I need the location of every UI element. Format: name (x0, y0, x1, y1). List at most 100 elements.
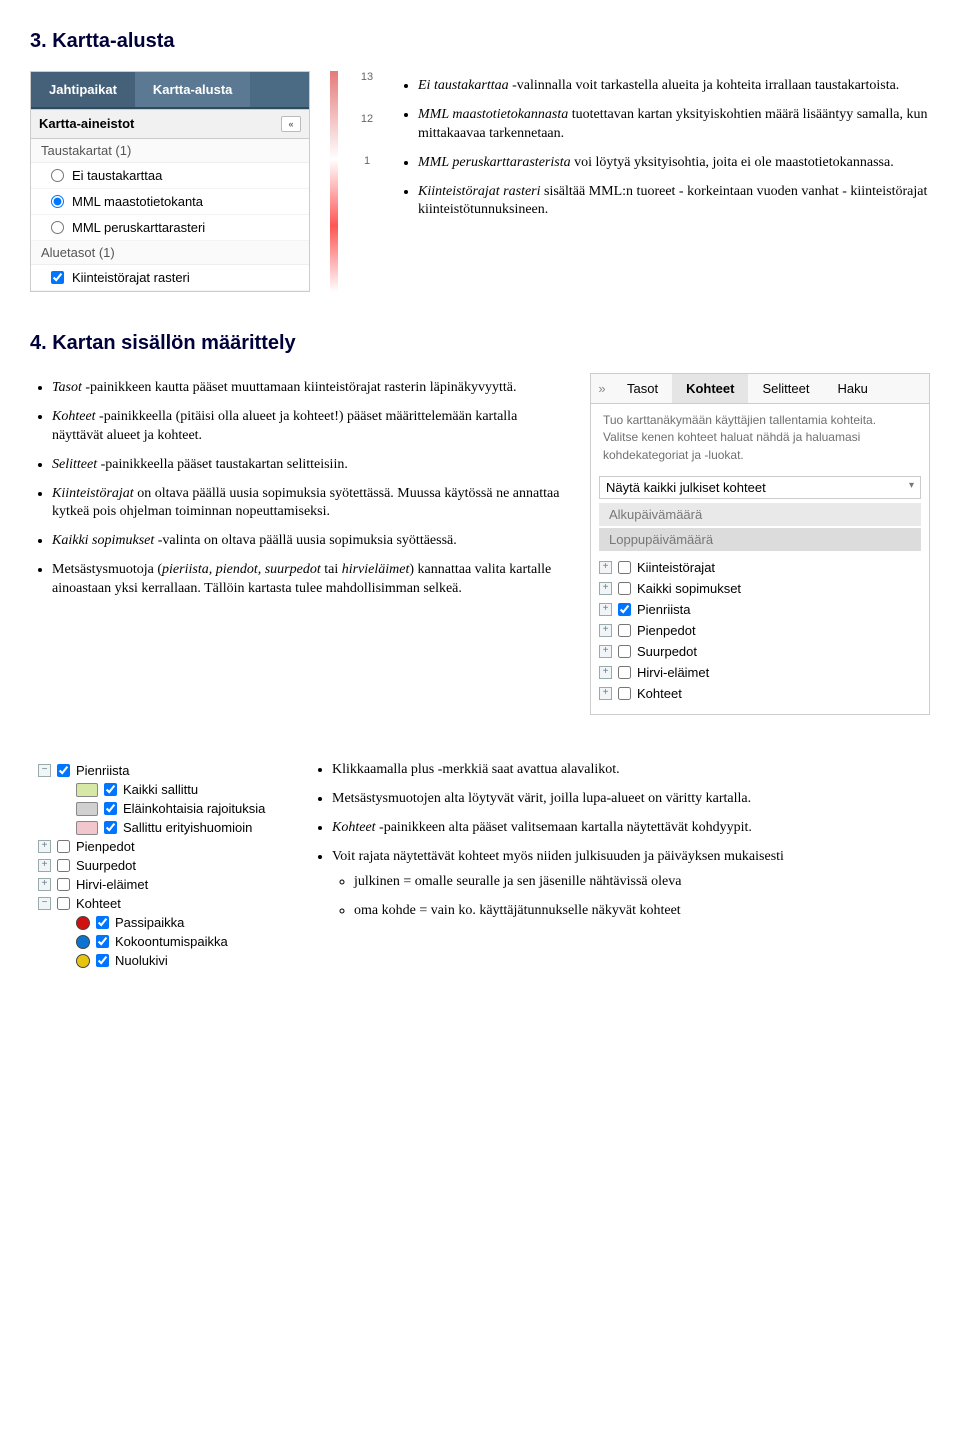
check-label: Kiinteistörajat rasteri (72, 270, 190, 285)
map-fragment-num: 13 (361, 71, 373, 83)
help-text: Tuo karttanäkymään käyttäjien tallentami… (591, 404, 929, 472)
color-dot (76, 935, 90, 949)
tree-checkbox[interactable] (104, 802, 117, 815)
tree-checkbox[interactable] (57, 897, 70, 910)
tree-expand-icon[interactable]: − (38, 897, 51, 910)
tree-label: Pienriista (637, 602, 690, 617)
help-line: Tuo karttanäkymään käyttäjien tallentami… (603, 413, 876, 427)
tab-tasot[interactable]: Tasot (613, 374, 672, 403)
bullet-list-2: Tasot -painikkeen kautta pääset muuttama… (30, 379, 570, 599)
tree-label: Kaikki sopimukset (637, 581, 741, 596)
tab-kartta-alusta[interactable]: Kartta-alusta (135, 72, 250, 107)
tree-label: Passipaikka (115, 915, 184, 930)
tree-label: Pienpedot (76, 839, 135, 854)
tree-expand-icon[interactable]: + (599, 624, 612, 637)
help-line: Valitse kenen kohteet haluat nähdä ja ha… (603, 430, 860, 461)
list-subitem: oma kohde = vain ko. käyttäjätunnukselle… (354, 902, 930, 921)
tree-checkbox[interactable] (618, 624, 631, 637)
section1-title: Kartta-aineistot (39, 116, 134, 132)
color-swatch (76, 821, 98, 835)
color-swatch (76, 802, 98, 816)
tree-label: Pienpedot (637, 623, 696, 638)
list-subitem: julkinen = omalle seuralle ja sen jäseni… (354, 873, 930, 892)
tab-jahtipaikat[interactable]: Jahtipaikat (31, 72, 135, 107)
tree-checkbox[interactable] (618, 561, 631, 574)
tree-checkbox[interactable] (57, 878, 70, 891)
list-item: Kohteet -painikkeen alta pääset valitsem… (332, 819, 930, 838)
color-dot (76, 954, 90, 968)
color-swatch (76, 783, 98, 797)
tab-haku[interactable]: Haku (823, 374, 881, 403)
tree-label: Kokoontumispaikka (115, 934, 228, 949)
tree-checkbox[interactable] (96, 935, 109, 948)
tree-checkbox[interactable] (104, 783, 117, 796)
tree-checkbox[interactable] (57, 764, 70, 777)
tree-expand-icon[interactable]: − (38, 764, 51, 777)
tree-expand-icon[interactable]: + (38, 859, 51, 872)
bullet-list-3: Klikkaamalla plus -merkkiä saat avattua … (310, 761, 930, 920)
tree-label: Hirvi-eläimet (637, 665, 709, 680)
bullet-list-1: Ei taustakarttaa -valinnalla voit tarkas… (396, 77, 930, 220)
list-item: Metsästysmuotojen alta löytyvät värit, j… (332, 790, 930, 809)
list-item: MML maastotietokannasta tuotettavan kart… (418, 106, 930, 144)
tree-checkbox[interactable] (618, 603, 631, 616)
tree-label: Pienriista (76, 763, 129, 778)
tree-checkbox[interactable] (618, 666, 631, 679)
radio-mml-peruskartta[interactable] (51, 221, 64, 234)
tree-label: Suurpedot (637, 644, 697, 659)
list-item: Metsästysmuotoja (pieriista, piendot, su… (52, 561, 570, 599)
tree-expand-icon[interactable]: + (599, 645, 612, 658)
radio-label: MML peruskarttarasteri (72, 220, 205, 235)
list-item: Kaikki sopimukset -valinta on oltava pää… (52, 532, 570, 551)
collapse-icon[interactable]: « (281, 116, 301, 132)
tree-label: Hirvi-eläimet (76, 877, 148, 892)
tree-expand-icon[interactable]: + (38, 878, 51, 891)
tree-checkbox[interactable] (618, 687, 631, 700)
tree-label: Kaikki sallittu (123, 782, 198, 797)
tree-layers: + Kiinteistörajat+ Kaikki sopimukset+ Pi… (591, 551, 929, 714)
list-item: Kiinteistörajat on oltava päällä uusia s… (52, 485, 570, 523)
row-loppupvm[interactable]: Loppupäivämäärä (599, 528, 921, 551)
list-item: Kiinteistörajat rasteri sisältää MML:n t… (418, 183, 930, 221)
tree-label: Kohteet (76, 896, 121, 911)
tree-checkbox[interactable] (618, 645, 631, 658)
select-public-targets[interactable]: Näytä kaikki julkiset kohteet ▾ (599, 476, 921, 499)
tree-checkbox[interactable] (618, 582, 631, 595)
tree-label: Eläinkohtaisia rajoituksia (123, 801, 265, 816)
tree-checkbox[interactable] (96, 954, 109, 967)
tree-expand-icon[interactable]: + (38, 840, 51, 853)
tree-checkbox[interactable] (96, 916, 109, 929)
check-kiinteistorajat[interactable] (51, 271, 64, 284)
tab-kohteet[interactable]: Kohteet (672, 374, 748, 403)
tree-expand-icon[interactable]: + (599, 687, 612, 700)
panel-kohteet: » Tasot Kohteet Selitteet Haku Tuo kartt… (590, 373, 930, 715)
list-item: Voit rajata näytettävät kohteet myös nii… (332, 848, 930, 921)
row-alkupvm[interactable]: Alkupäivämäärä (599, 503, 921, 526)
tree-checkbox[interactable] (57, 859, 70, 872)
panel-kartta-alusta: Jahtipaikat Kartta-alusta Kartta-aineist… (30, 71, 310, 292)
tabbar-light: » Tasot Kohteet Selitteet Haku (591, 374, 929, 404)
select-value: Näytä kaikki julkiset kohteet (606, 480, 766, 495)
radio-mml-maasto[interactable] (51, 195, 64, 208)
tree-legend: − Pienriista Kaikki sallittu Eläinkohtaisia… (30, 755, 290, 980)
list-item: Kohteet -painikkeella (pitäisi olla alue… (52, 408, 570, 446)
tree-checkbox[interactable] (104, 821, 117, 834)
list-item: Klikkaamalla plus -merkkiä saat avattua … (332, 761, 930, 780)
radio-ei-taustakarttaa[interactable] (51, 169, 64, 182)
tree-checkbox[interactable] (57, 840, 70, 853)
list-item: Tasot -painikkeen kautta pääset muuttama… (52, 379, 570, 398)
tree-expand-icon[interactable]: + (599, 582, 612, 595)
heading-3: 3. Kartta-alusta (30, 30, 930, 53)
heading-4: 4. Kartan sisällön määrittely (30, 332, 930, 355)
tree-expand-icon[interactable]: + (599, 561, 612, 574)
group-taustakartat[interactable]: Taustakartat (1) (31, 139, 309, 163)
tree-expand-icon[interactable]: + (599, 603, 612, 616)
group-aluetasot[interactable]: Aluetasot (1) (31, 241, 309, 265)
list-item: Ei taustakarttaa -valinnalla voit tarkas… (418, 77, 930, 96)
tree-expand-icon[interactable]: + (599, 666, 612, 679)
expand-icon[interactable]: » (591, 381, 613, 396)
list-item: MML peruskarttarasterista voi löytyä yks… (418, 154, 930, 173)
tab-selitteet[interactable]: Selitteet (748, 374, 823, 403)
map-fragment-num: 1 (364, 155, 370, 167)
color-dot (76, 916, 90, 930)
